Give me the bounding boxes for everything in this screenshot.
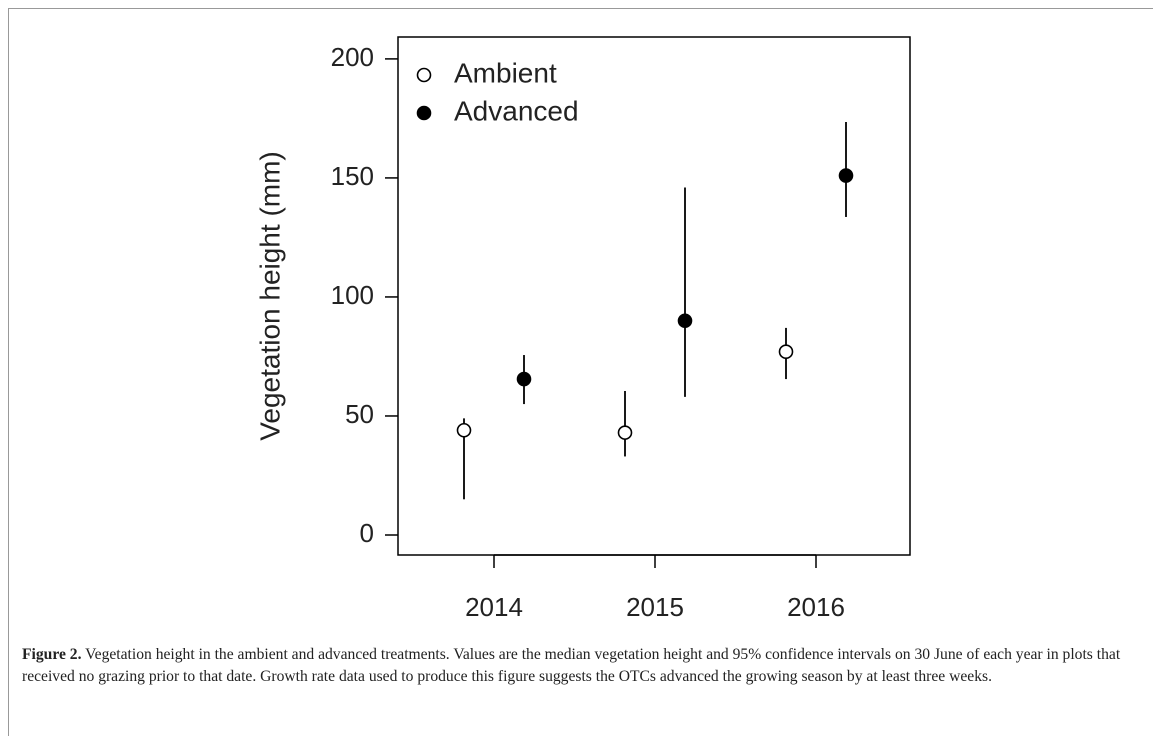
y-tick-label: 200 [331,42,374,72]
legend-marker [416,67,432,83]
chart: Vegetation height (mm) 0 50 100 150 200 2014 2… [254,36,911,622]
point [516,371,532,387]
caption-text: Vegetation height in the ambient and adv… [22,646,1121,685]
point [838,168,854,183]
y-axis-title: Vegetation height (mm) [254,151,285,441]
y-tick-label: 100 [331,280,374,310]
x-tick-label: 2014 [465,592,523,622]
figure-frame [8,8,1153,736]
legend-label: Ambient [454,57,557,88]
y-tick-label: 150 [331,161,374,191]
legend-marker [416,105,432,121]
x-tick-label: 2015 [626,592,684,622]
point [456,422,472,438]
caption: Figure 2. Vegetation height in the ambie… [22,644,1132,687]
point [778,344,794,360]
y-tick-label: 0 [360,518,374,548]
legend-label: Advanced [454,95,579,126]
point [617,425,633,440]
x-tick-label: 2016 [787,592,845,622]
point [677,313,693,329]
caption-label: Figure 2. [22,646,82,663]
y-tick-label: 50 [345,399,374,429]
